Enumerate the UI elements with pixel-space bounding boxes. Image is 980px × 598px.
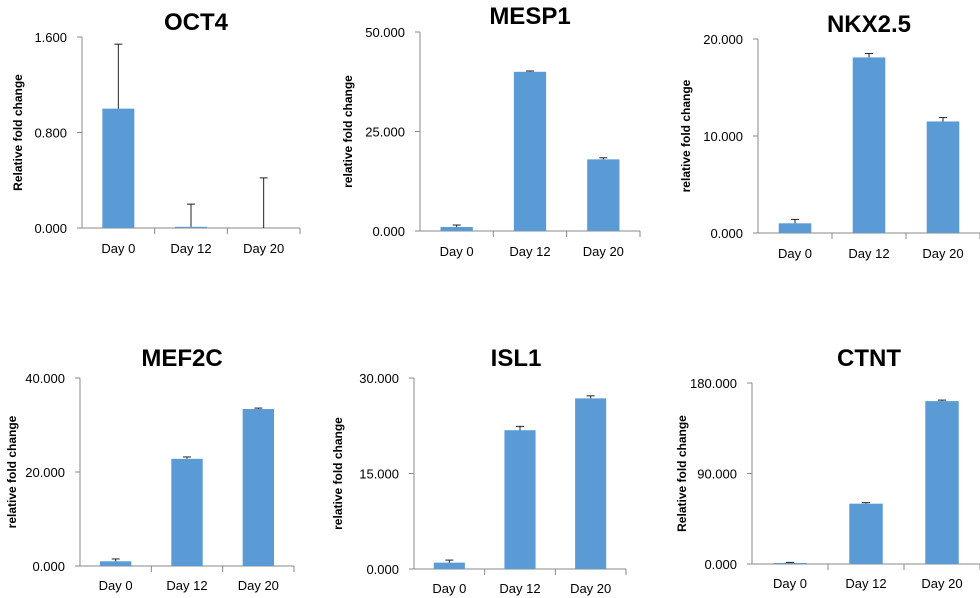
y-tick-label: 10.000 — [703, 129, 743, 144]
x-tick-label: Day 20 — [583, 244, 624, 259]
bar — [513, 71, 547, 231]
chart-title: OCT4 — [164, 9, 229, 36]
y-axis-label: Relative fold change — [675, 415, 689, 532]
y-tick-label: 0.000 — [710, 226, 743, 241]
y-axis-label: relative fold change — [341, 75, 355, 188]
bar — [102, 108, 135, 228]
y-tick-label: 0.000 — [34, 221, 67, 236]
x-tick-label: Day 12 — [170, 241, 211, 256]
y-tick-label: 0.000 — [704, 557, 737, 572]
chart-title: CTNT — [837, 345, 901, 372]
y-axis-label: relative fold change — [5, 415, 19, 528]
x-tick-label: Day 0 — [778, 246, 812, 261]
x-tick-label: Day 12 — [848, 246, 889, 261]
chart-panel: CTNT Relative fold change 0.000 90.000 180.0… — [675, 345, 980, 591]
x-tick-label: Day 12 — [845, 576, 886, 591]
bar — [849, 503, 883, 564]
x-tick-label: Day 20 — [243, 241, 284, 256]
x-tick-label: Day 0 — [101, 241, 135, 256]
bar — [242, 409, 275, 566]
x-tick-label: Day 20 — [570, 581, 611, 596]
x-tick-label: Day 0 — [432, 581, 466, 596]
bar — [99, 561, 132, 566]
chart-title: MEF2C — [141, 345, 222, 372]
x-tick-label: Day 12 — [509, 244, 550, 259]
chart-panel: NKX2.5 relative fold change 0.000 10.000 20.… — [679, 11, 980, 261]
y-tick-label: 0.000 — [372, 224, 405, 239]
chart-panel: MESP1 relative fold change 0.000 25.000 50.0… — [341, 3, 641, 259]
bar — [778, 223, 812, 233]
bar — [926, 121, 960, 233]
y-axis-label: relative fold change — [331, 417, 345, 530]
y-tick-label: 0.800 — [34, 126, 67, 141]
chart-title: MESP1 — [489, 3, 570, 30]
chart-title: ISL1 — [491, 345, 542, 372]
x-tick-label: Day 0 — [440, 244, 474, 259]
chart-panel: MEF2C relative fold change 0.000 20.000 40.0… — [5, 345, 295, 593]
bar — [852, 57, 886, 234]
x-tick-label: Day 20 — [921, 576, 962, 591]
x-tick-label: Day 0 — [99, 578, 133, 593]
y-tick-label: 50.000 — [365, 25, 405, 40]
y-tick-label: 90.000 — [697, 467, 737, 482]
y-tick-label: 1.600 — [34, 30, 67, 45]
bar — [773, 562, 807, 564]
bar — [575, 398, 607, 569]
bar — [433, 562, 465, 569]
chart-title: NKX2.5 — [827, 11, 911, 38]
x-tick-label: Day 20 — [922, 246, 963, 261]
bar — [175, 226, 207, 228]
bar — [440, 227, 473, 231]
x-tick-label: Day 12 — [166, 578, 207, 593]
y-tick-label: 180.000 — [690, 376, 737, 391]
y-tick-label: 20.000 — [703, 32, 743, 47]
bar — [587, 159, 620, 231]
bar — [504, 430, 536, 569]
x-tick-label: Day 12 — [499, 581, 540, 596]
y-tick-label: 0.000 — [32, 559, 65, 574]
y-tick-label: 30.000 — [359, 371, 399, 386]
bar — [925, 401, 959, 564]
y-tick-label: 40.000 — [25, 371, 65, 386]
chart-panel: OCT4 Relative fold change 0.000 0.800 1.600 D… — [11, 9, 301, 256]
y-axis-label: relative fold change — [679, 79, 693, 192]
x-tick-label: Day 0 — [773, 576, 807, 591]
chart-panel: ISL1 relative fold change 0.000 15.000 30.00… — [331, 345, 627, 596]
y-tick-label: 0.000 — [366, 562, 399, 577]
y-tick-label: 15.000 — [359, 467, 399, 482]
bar — [171, 458, 203, 566]
y-tick-label: 20.000 — [25, 465, 65, 480]
y-tick-label: 25.000 — [365, 125, 405, 140]
y-axis-label: Relative fold change — [11, 74, 25, 191]
x-tick-label: Day 20 — [238, 578, 279, 593]
